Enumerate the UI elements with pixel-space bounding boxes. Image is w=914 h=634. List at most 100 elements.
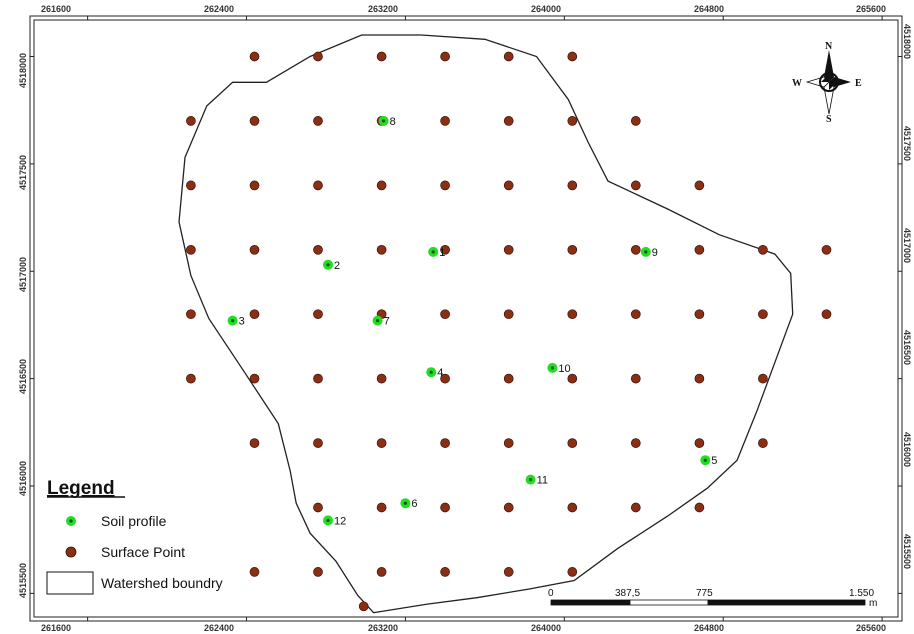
y-tick-label: 4517000	[902, 228, 912, 263]
surface-point	[758, 309, 768, 320]
surface-point	[440, 116, 450, 126]
surface-points-layer	[186, 51, 832, 612]
soil-profile-label: 12	[334, 515, 346, 527]
surface-point	[440, 244, 450, 255]
surface-point	[758, 244, 768, 255]
surface-point	[358, 601, 369, 612]
surface-point	[503, 373, 514, 384]
surface-point	[440, 502, 450, 513]
surface-point	[503, 438, 514, 448]
y-tick-label: 4516000	[18, 461, 28, 496]
legend-item-watershed-boundary: Watershed boundry	[46, 571, 223, 595]
surface-point	[186, 373, 196, 384]
y-tick-label: 4515500	[18, 563, 28, 598]
soil-profile-label: 5	[711, 455, 717, 467]
east-label: E	[855, 78, 862, 89]
soil-profile-11: 11	[525, 474, 548, 487]
surface-point	[503, 567, 514, 577]
legend-item-soil-profile: Soil profile	[66, 513, 167, 529]
soil-profile-7: 7	[372, 315, 390, 328]
x-tick-label: 263200	[368, 4, 398, 14]
y-tick-labels-left: 4518000 4517500 4517000 4516500 4516000 …	[18, 53, 28, 598]
scale-segment	[707, 599, 866, 606]
scale-label: 1.550	[849, 588, 874, 599]
surface-point	[313, 51, 323, 62]
surface-point	[567, 116, 578, 126]
scale-segment	[629, 599, 709, 606]
surface-point	[440, 373, 450, 384]
watershed-boundary-symbol	[46, 571, 94, 595]
surface-point	[821, 309, 832, 320]
surface-point	[313, 309, 323, 320]
y-tick-label: 4516500	[902, 330, 912, 365]
west-label: W	[792, 78, 802, 89]
surface-point	[249, 180, 260, 191]
soil-profile-marker-center	[703, 458, 707, 462]
map-frame-inner	[33, 19, 899, 618]
surface-point	[440, 309, 450, 320]
soil-profile-1: 1	[428, 246, 445, 259]
y-tick-label: 4516000	[902, 432, 912, 467]
surface-point	[249, 438, 260, 448]
legend-label: Watershed boundry	[101, 575, 223, 591]
surface-point	[758, 373, 768, 384]
surface-point	[503, 309, 514, 320]
soil-profile-6: 6	[400, 498, 418, 510]
surface-point	[694, 309, 705, 320]
surface-point	[694, 244, 705, 255]
y-tick-labels-right: 4518000 4517500 4517000 4516500 4516000 …	[902, 24, 912, 569]
x-tick-label: 261600	[41, 4, 71, 14]
soil-profile-label: 9	[652, 247, 658, 259]
surface-point	[503, 180, 514, 191]
surface-point-symbol	[65, 546, 77, 558]
soil-profile-marker-center	[231, 319, 235, 323]
surface-point	[249, 116, 260, 126]
surface-point	[376, 502, 387, 513]
x-tick-labels-bottom: 261600 262400 263200 264000 264800 26560…	[41, 623, 886, 633]
surface-point	[313, 373, 323, 384]
x-tick-labels-top: 261600 262400 263200 264000 264800 26560…	[41, 4, 886, 14]
surface-point	[376, 567, 387, 577]
y-tick-label: 4518000	[902, 24, 912, 59]
x-tick-label: 265600	[856, 623, 886, 633]
soil-profile-9: 9	[640, 246, 658, 259]
x-tick-label: 264000	[531, 623, 561, 633]
soil-profile-3: 3	[227, 315, 245, 328]
surface-point	[249, 309, 260, 320]
surface-point	[630, 116, 641, 126]
soil-profile-2: 2	[323, 259, 340, 272]
surface-point	[630, 244, 641, 255]
x-tick-label: 265600	[856, 4, 886, 14]
soil-profile-12: 12	[323, 515, 346, 527]
soil-profile-marker-center	[376, 319, 380, 323]
x-tick-label: 262400	[204, 623, 234, 633]
surface-point	[313, 502, 323, 513]
soil-profile-label: 3	[239, 316, 245, 328]
surface-point	[630, 180, 641, 191]
north-label: N	[825, 41, 833, 52]
y-tick-label: 4518000	[18, 53, 28, 88]
surface-point	[313, 244, 323, 255]
soil-profile-marker-center	[326, 518, 330, 523]
surface-point	[821, 244, 832, 255]
soil-profile-4: 4	[426, 367, 443, 379]
soil-profile-label: 6	[411, 498, 417, 510]
graticule-ticks	[30, 16, 902, 621]
soil-profile-marker-center	[431, 250, 435, 254]
surface-point	[440, 567, 450, 577]
soil-profile-marker-center	[429, 370, 433, 374]
scale-segment	[550, 599, 631, 606]
soil-profile-label: 8	[390, 116, 396, 128]
y-tick-label: 4517000	[18, 257, 28, 292]
surface-point	[186, 309, 196, 320]
surface-point	[440, 180, 450, 191]
soil-profile-marker-center	[529, 478, 533, 482]
surface-point	[694, 502, 705, 513]
surface-point	[630, 309, 641, 320]
surface-point	[376, 373, 387, 384]
surface-point	[567, 502, 578, 513]
surface-point	[503, 116, 514, 126]
x-tick-label: 261600	[41, 623, 71, 633]
legend-label: Surface Point	[101, 544, 185, 560]
